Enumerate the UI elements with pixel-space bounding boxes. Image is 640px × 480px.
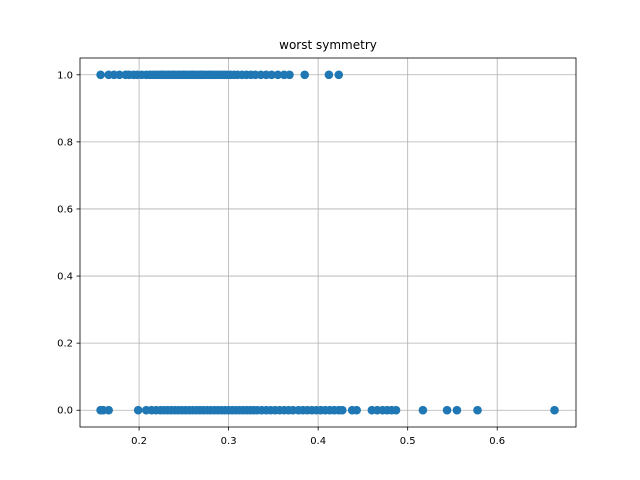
data-point (273, 70, 283, 80)
plot-area: 0.2 0.3 0.4 0.5 0.6 0.0 0.2 0.4 0.6 0.8 1.0 (57, 57, 577, 447)
axes-frame (79, 57, 577, 428)
y-tick-label: 0.2 (57, 339, 73, 350)
y-tick-label: 0.6 (57, 204, 73, 215)
data-point (334, 70, 344, 80)
data-point (418, 405, 428, 415)
data-point (104, 405, 113, 415)
data-point (115, 70, 124, 80)
data-point (338, 405, 347, 415)
y-tick-label: 0.0 (57, 406, 73, 417)
y-tick-label: 1.0 (57, 70, 73, 81)
data-point (300, 70, 310, 80)
data-point (550, 405, 559, 415)
x-tick-label: 0.2 (131, 436, 147, 447)
y-tick-label: 0.8 (57, 137, 73, 148)
data-point (473, 405, 482, 415)
data-point (267, 70, 276, 80)
data-point (324, 70, 334, 80)
data-point (442, 405, 452, 415)
data-point (391, 405, 401, 415)
chart-title: worst symmetry (279, 38, 377, 52)
x-tick-label: 0.6 (489, 436, 505, 447)
x-tick-label: 0.5 (400, 436, 416, 447)
data-point (133, 405, 143, 415)
data-point (285, 70, 294, 80)
x-tick-label: 0.3 (221, 436, 237, 447)
data-point (352, 405, 361, 415)
data-point (96, 70, 105, 80)
y-tick-label: 0.4 (57, 272, 73, 283)
data-point (452, 405, 462, 415)
x-tick-label: 0.4 (310, 436, 326, 447)
